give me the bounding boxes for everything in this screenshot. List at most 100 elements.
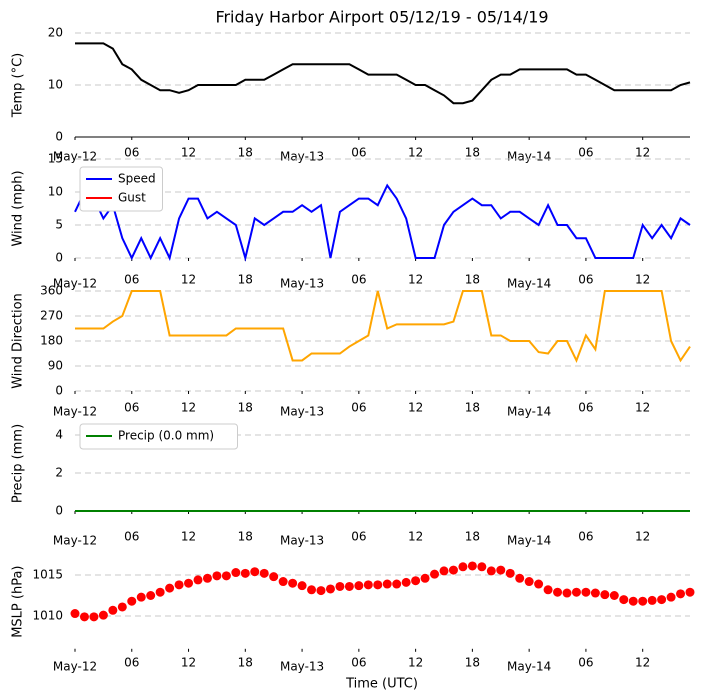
point <box>98 610 108 620</box>
point <box>486 566 496 576</box>
x-axis-label: Time (UTC) <box>345 677 418 692</box>
point <box>307 585 317 595</box>
x-tick-label: 06 <box>578 530 593 544</box>
legend-label: Precip (0.0 mm) <box>118 429 214 443</box>
x-tick-label: 12 <box>181 401 196 415</box>
y-tick-label: 0 <box>55 251 63 265</box>
y-tick-label: 2 <box>55 466 63 480</box>
point <box>155 587 165 597</box>
x-tick-label: May-13 <box>280 277 324 291</box>
chart-title: Friday Harbor Airport 05/12/19 - 05/14/1… <box>215 8 548 27</box>
point <box>117 602 127 612</box>
x-tick-label: 18 <box>238 401 253 415</box>
point <box>297 581 307 591</box>
point <box>288 578 298 588</box>
x-tick-label: 06 <box>578 273 593 287</box>
x-tick-label: 06 <box>351 146 366 160</box>
point <box>174 580 184 590</box>
y-tick-label: 15 <box>48 152 63 166</box>
point <box>316 586 326 596</box>
y-tick-label: 0 <box>55 130 63 144</box>
line <box>74 183 691 262</box>
y-tick-label: 20 <box>48 26 63 40</box>
x-tick-label: 18 <box>238 656 253 670</box>
point <box>534 579 544 589</box>
x-tick-label: 12 <box>181 656 196 670</box>
x-tick-label: 12 <box>408 146 423 160</box>
x-tick-label: 12 <box>635 401 650 415</box>
y-tick-label: 180 <box>40 334 63 348</box>
point <box>515 573 525 583</box>
point <box>240 568 250 578</box>
x-tick-label: 12 <box>408 273 423 287</box>
point <box>250 567 260 577</box>
point <box>628 596 638 606</box>
x-tick-label: 06 <box>351 530 366 544</box>
x-tick-label: 06 <box>578 401 593 415</box>
x-tick-label: 06 <box>124 273 139 287</box>
y-axis-label: MSLP (hPa) <box>11 566 26 638</box>
point <box>590 588 600 598</box>
point <box>619 595 629 605</box>
x-tick-label: 06 <box>124 401 139 415</box>
y-tick-label: 1010 <box>32 609 63 623</box>
y-tick-label: 0 <box>55 504 63 518</box>
x-tick-label: 12 <box>635 146 650 160</box>
point <box>609 591 619 600</box>
point <box>146 591 156 600</box>
point <box>439 566 449 576</box>
x-tick-label: May-13 <box>280 405 324 419</box>
point <box>458 562 468 572</box>
point <box>373 580 383 590</box>
x-tick-label: 12 <box>635 656 650 670</box>
x-tick-label: 06 <box>124 146 139 160</box>
x-tick-label: 06 <box>124 530 139 544</box>
point <box>278 577 288 587</box>
y-tick-label: 5 <box>55 218 63 232</box>
x-tick-label: May-13 <box>280 150 324 164</box>
x-tick-label: 12 <box>181 146 196 160</box>
point <box>212 571 222 581</box>
y-tick-label: 1015 <box>32 568 63 582</box>
legend-label: Speed <box>118 172 156 186</box>
point <box>363 580 373 590</box>
point <box>70 609 80 619</box>
y-axis-label: Temp (°C) <box>11 53 26 119</box>
x-tick-label: May-14 <box>507 534 551 548</box>
line <box>75 42 691 105</box>
point <box>79 612 89 622</box>
point <box>382 579 392 589</box>
x-tick-label: 12 <box>635 530 650 544</box>
point <box>448 565 458 575</box>
x-tick-label: May-12 <box>53 660 97 674</box>
x-tick-label: 12 <box>181 530 196 544</box>
point <box>184 578 194 588</box>
x-tick-label: May-12 <box>53 534 97 548</box>
point <box>89 612 99 622</box>
x-tick-label: May-14 <box>507 405 551 419</box>
point <box>477 562 487 572</box>
x-tick-label: 12 <box>181 273 196 287</box>
x-tick-label: 06 <box>578 146 593 160</box>
x-tick-label: May-12 <box>53 277 97 291</box>
x-tick-label: 06 <box>351 401 366 415</box>
point <box>354 581 364 591</box>
point <box>335 581 345 591</box>
x-tick-label: May-14 <box>507 150 551 164</box>
x-tick-label: May-13 <box>280 660 324 674</box>
legend-label: Gust <box>118 191 146 205</box>
x-tick-label: 18 <box>465 656 480 670</box>
point <box>666 592 676 602</box>
x-tick-label: 06 <box>578 656 593 670</box>
point <box>325 584 335 594</box>
point <box>411 576 421 586</box>
point <box>524 577 534 587</box>
point <box>127 596 137 606</box>
point <box>467 561 477 571</box>
point <box>676 589 686 599</box>
x-tick-label: May-14 <box>507 660 551 674</box>
x-tick-label: 18 <box>465 273 480 287</box>
x-tick-label: 12 <box>408 530 423 544</box>
point <box>231 568 241 578</box>
point <box>401 577 411 587</box>
